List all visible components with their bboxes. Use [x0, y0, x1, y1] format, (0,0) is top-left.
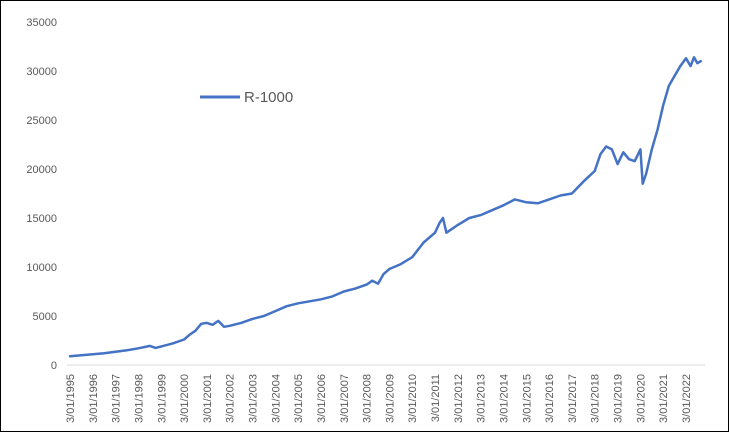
y-tick-label: 10000: [26, 262, 57, 274]
x-tick-label: 3/01/2016: [544, 374, 556, 423]
x-tick-label: 3/01/2017: [567, 374, 579, 423]
plot-area: [68, 56, 703, 358]
x-tick-label: 3/01/2019: [613, 374, 625, 423]
x-tick-label: 3/01/1997: [111, 374, 123, 423]
x-tick-label: 3/01/2018: [590, 374, 602, 423]
x-tick-label: 3/01/2014: [498, 374, 510, 423]
y-tick-label: 0: [51, 360, 57, 372]
x-tick-label: 3/01/2003: [248, 374, 260, 423]
x-tick-label: 3/01/2010: [407, 374, 419, 423]
x-tick-label: 3/01/2011: [430, 374, 442, 422]
x-tick-label: 3/01/2015: [521, 374, 533, 423]
x-tick-label: 3/01/2007: [339, 374, 351, 423]
x-tick-label: 3/01/2021: [658, 374, 670, 423]
y-tick-label: 35000: [26, 17, 57, 29]
series-line-r1000: [68, 56, 703, 358]
x-tick-label: 3/01/1996: [88, 374, 100, 423]
x-tick-label: 3/01/2009: [384, 374, 396, 423]
y-tick-label: 5000: [33, 311, 57, 323]
legend-label-r1000: R-1000: [244, 89, 293, 106]
x-tick-label: 3/01/1995: [65, 374, 77, 423]
x-tick-label: 3/01/2013: [476, 374, 488, 423]
y-tick-label: 15000: [26, 213, 57, 225]
x-tick-label: 3/01/1999: [156, 374, 168, 423]
x-tick-label: 3/01/2001: [202, 374, 214, 423]
x-tick-label: 3/01/2020: [635, 374, 647, 423]
x-tick-label: 3/01/2008: [362, 374, 374, 423]
y-tick-label: 30000: [26, 66, 57, 78]
x-tick-label: 3/01/2006: [316, 374, 328, 423]
y-tick-label: 25000: [26, 115, 57, 127]
y-axis: 0 5000 10000 15000 20000 25000 30000 35000: [26, 17, 57, 372]
y-tick-label: 20000: [26, 164, 57, 176]
x-tick-label: 3/01/2004: [270, 374, 282, 423]
x-tick-label: 3/01/2005: [293, 374, 305, 423]
x-tick-label: 3/01/2022: [681, 374, 693, 423]
x-axis: 3/01/1995 3/01/1996 3/01/1997 3/01/1998 3/01…: [65, 364, 705, 423]
x-tick-label: 3/01/1998: [133, 374, 145, 423]
x-tick-label: 3/01/2002: [225, 374, 237, 423]
x-tick-label: 3/01/2012: [453, 374, 465, 423]
x-tick-label: 3/01/2000: [179, 374, 191, 423]
legend: R-1000: [200, 89, 293, 106]
